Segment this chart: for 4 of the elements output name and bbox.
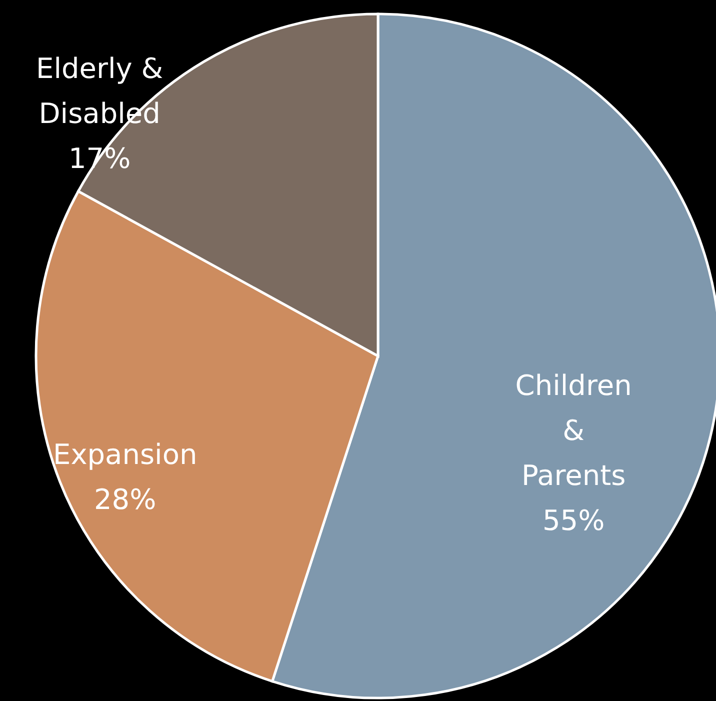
slice-label: Children & Parents xyxy=(515,368,632,492)
data-label: 55% xyxy=(542,504,605,537)
slice-label: Expansion xyxy=(53,438,198,472)
data-label: 28% xyxy=(94,483,156,516)
